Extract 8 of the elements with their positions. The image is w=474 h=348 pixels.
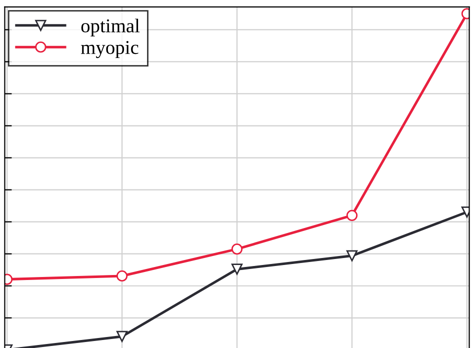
- legend-label: optimal: [81, 18, 140, 36]
- point: [231, 243, 243, 255]
- point: [116, 330, 128, 342]
- point: [346, 210, 358, 221]
- point: [346, 250, 358, 262]
- legend-label: myopic: [80, 41, 138, 58]
- point: [231, 264, 243, 275]
- point: [116, 270, 128, 282]
